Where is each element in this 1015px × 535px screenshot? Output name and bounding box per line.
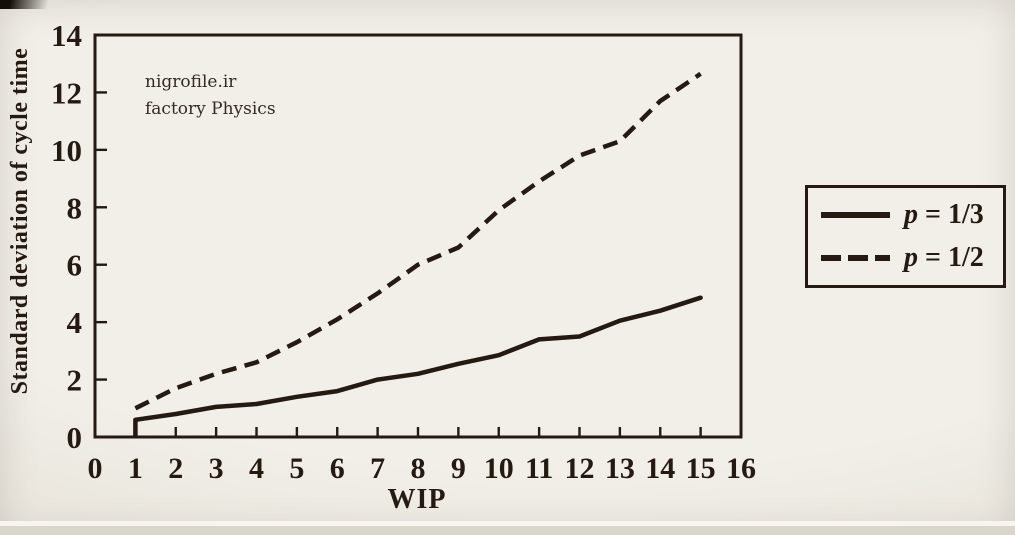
watermark-source: factory Physics	[145, 99, 276, 119]
y-tick-label: 8	[67, 190, 83, 225]
x-tick-label: 13	[605, 452, 635, 485]
legend-item-p-1-2: p = 1/2	[821, 242, 1003, 274]
y-tick-label: 4	[67, 305, 83, 340]
x-tick-label: 14	[645, 452, 675, 485]
x-tick-label: 15	[686, 452, 716, 485]
x-tick-label: 9	[451, 452, 466, 485]
y-tick-label: 14	[51, 18, 82, 53]
series-line-solid	[133, 295, 703, 439]
solid-line-swatch	[821, 212, 890, 218]
page-bottom-edge-highlight	[0, 521, 1015, 526]
x-tick-label: 6	[330, 452, 345, 485]
x-tick-label: 3	[209, 452, 224, 485]
legend-label: p = 1/2	[904, 242, 984, 273]
legend-label: p = 1/3	[904, 199, 984, 230]
watermark-site: nigrofile.ir	[145, 72, 237, 92]
x-tick-label: 8	[411, 452, 426, 485]
x-tick-label: 12	[565, 452, 595, 485]
x-tick-label: 10	[484, 452, 514, 485]
y-tick-label: 12	[51, 75, 82, 110]
x-tick-label: 4	[249, 452, 264, 485]
x-tick-label: 5	[289, 452, 304, 485]
scan-corner-artifact	[0, 0, 62, 9]
y-tick-label: 0	[67, 420, 83, 455]
y-tick-label: 10	[51, 133, 82, 168]
page-bottom-edge	[0, 526, 1015, 535]
x-tick-label: 7	[370, 452, 385, 485]
plot-border	[93, 33, 743, 439]
x-tick-label: 2	[168, 452, 183, 485]
dashed-line-swatch	[821, 255, 890, 261]
y-tick-label: 6	[67, 248, 83, 283]
x-tick-label: 0	[88, 452, 103, 485]
x-axis-title: WIP	[387, 484, 447, 515]
x-tick-label: 1	[128, 452, 143, 485]
legend-box: p = 1/3 p = 1/2	[805, 185, 1006, 288]
series-line-dashed	[134, 71, 702, 411]
x-tick-label: 11	[525, 452, 553, 485]
x-tick-label: 16	[726, 452, 756, 485]
y-tick-label: 2	[67, 363, 83, 398]
legend-item-p-1-3: p = 1/3	[821, 199, 1003, 231]
